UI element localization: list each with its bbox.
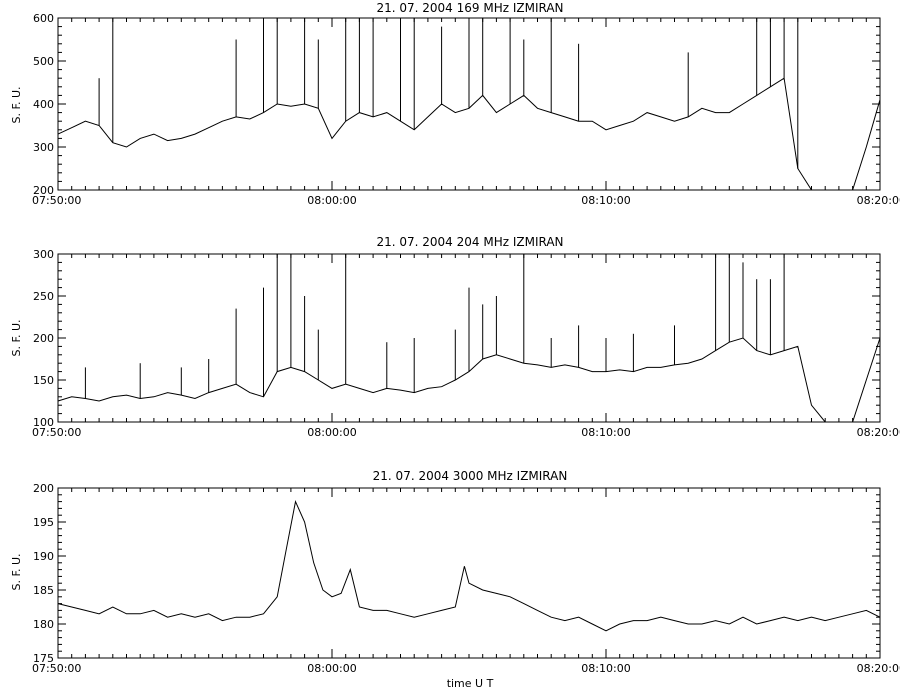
y-tick-label: 300: [33, 248, 54, 261]
x-axis-label: time U T: [447, 677, 494, 690]
x-tick-label: 07:50:00: [32, 426, 81, 439]
plot-frame: [57, 487, 881, 659]
y-ticks: 200 300 400 500 600: [33, 12, 880, 197]
y-tick-label: 200: [33, 482, 54, 495]
y-ticks: 175 180 185 190 195 200: [33, 482, 880, 665]
y-tick-label: 150: [33, 374, 54, 387]
y-tick-label: 500: [33, 55, 54, 68]
y-tick-label: 250: [33, 290, 54, 303]
chart-title: 21. 07. 2004 169 MHz IZMIRAN: [376, 1, 563, 15]
x-tick-label: 08:00:00: [307, 426, 356, 439]
x-tick-label: 08:10:00: [581, 194, 630, 207]
series-line: [57, 499, 881, 632]
chart-title: 21. 07. 2004 3000 MHz IZMIRAN: [373, 469, 568, 483]
y-axis-label: S. F. U.: [10, 86, 23, 123]
y-ticks: 100 150 200 250 300: [33, 248, 880, 429]
x-ticks: 07:50:00 08:00:00 08:10:00 08:20:00: [32, 488, 900, 675]
chart-204mhz: 21. 07. 2004 204 MHz IZMIRAN S. F. U. 07…: [10, 235, 900, 439]
x-tick-label: 08:20:00: [857, 662, 900, 675]
series-169mhz: [57, 18, 881, 191]
chart-3000mhz: 21. 07. 2004 3000 MHz IZMIRAN S. F. U. 0…: [10, 469, 900, 675]
x-tick-label: 08:20:00: [857, 194, 900, 207]
y-axis-label: S. F. U.: [10, 553, 23, 590]
x-tick-label: 07:50:00: [32, 194, 81, 207]
x-tick-label: 08:00:00: [307, 662, 356, 675]
y-axis-label: S. F. U.: [10, 319, 23, 356]
y-tick-label: 200: [33, 332, 54, 345]
x-ticks: 07:50:00 08:00:00 08:10:00 08:20:00: [32, 254, 900, 439]
x-tick-label: 07:50:00: [32, 662, 81, 675]
chart-title: 21. 07. 2004 204 MHz IZMIRAN: [376, 235, 563, 249]
y-tick-label: 180: [33, 618, 54, 631]
y-tick-label: 400: [33, 98, 54, 111]
y-tick-label: 600: [33, 12, 54, 25]
y-tick-label: 300: [33, 141, 54, 154]
y-tick-label: 100: [33, 416, 54, 429]
y-tick-label: 200: [33, 184, 54, 197]
y-tick-label: 185: [33, 584, 54, 597]
x-tick-label: 08:10:00: [581, 662, 630, 675]
x-ticks: 07:50:00 08:00:00 08:10:00 08:20:00: [32, 18, 900, 207]
y-tick-label: 175: [33, 652, 54, 665]
series-3000mhz: [57, 499, 881, 632]
y-tick-label: 195: [33, 516, 54, 529]
x-tick-label: 08:10:00: [581, 426, 630, 439]
x-tick-label: 08:20:00: [857, 426, 900, 439]
y-tick-label: 190: [33, 550, 54, 563]
series-204mhz: [57, 254, 881, 423]
x-tick-label: 08:00:00: [307, 194, 356, 207]
chart-169mhz: 21. 07. 2004 169 MHz IZMIRAN S. F. U. 07…: [10, 1, 900, 207]
